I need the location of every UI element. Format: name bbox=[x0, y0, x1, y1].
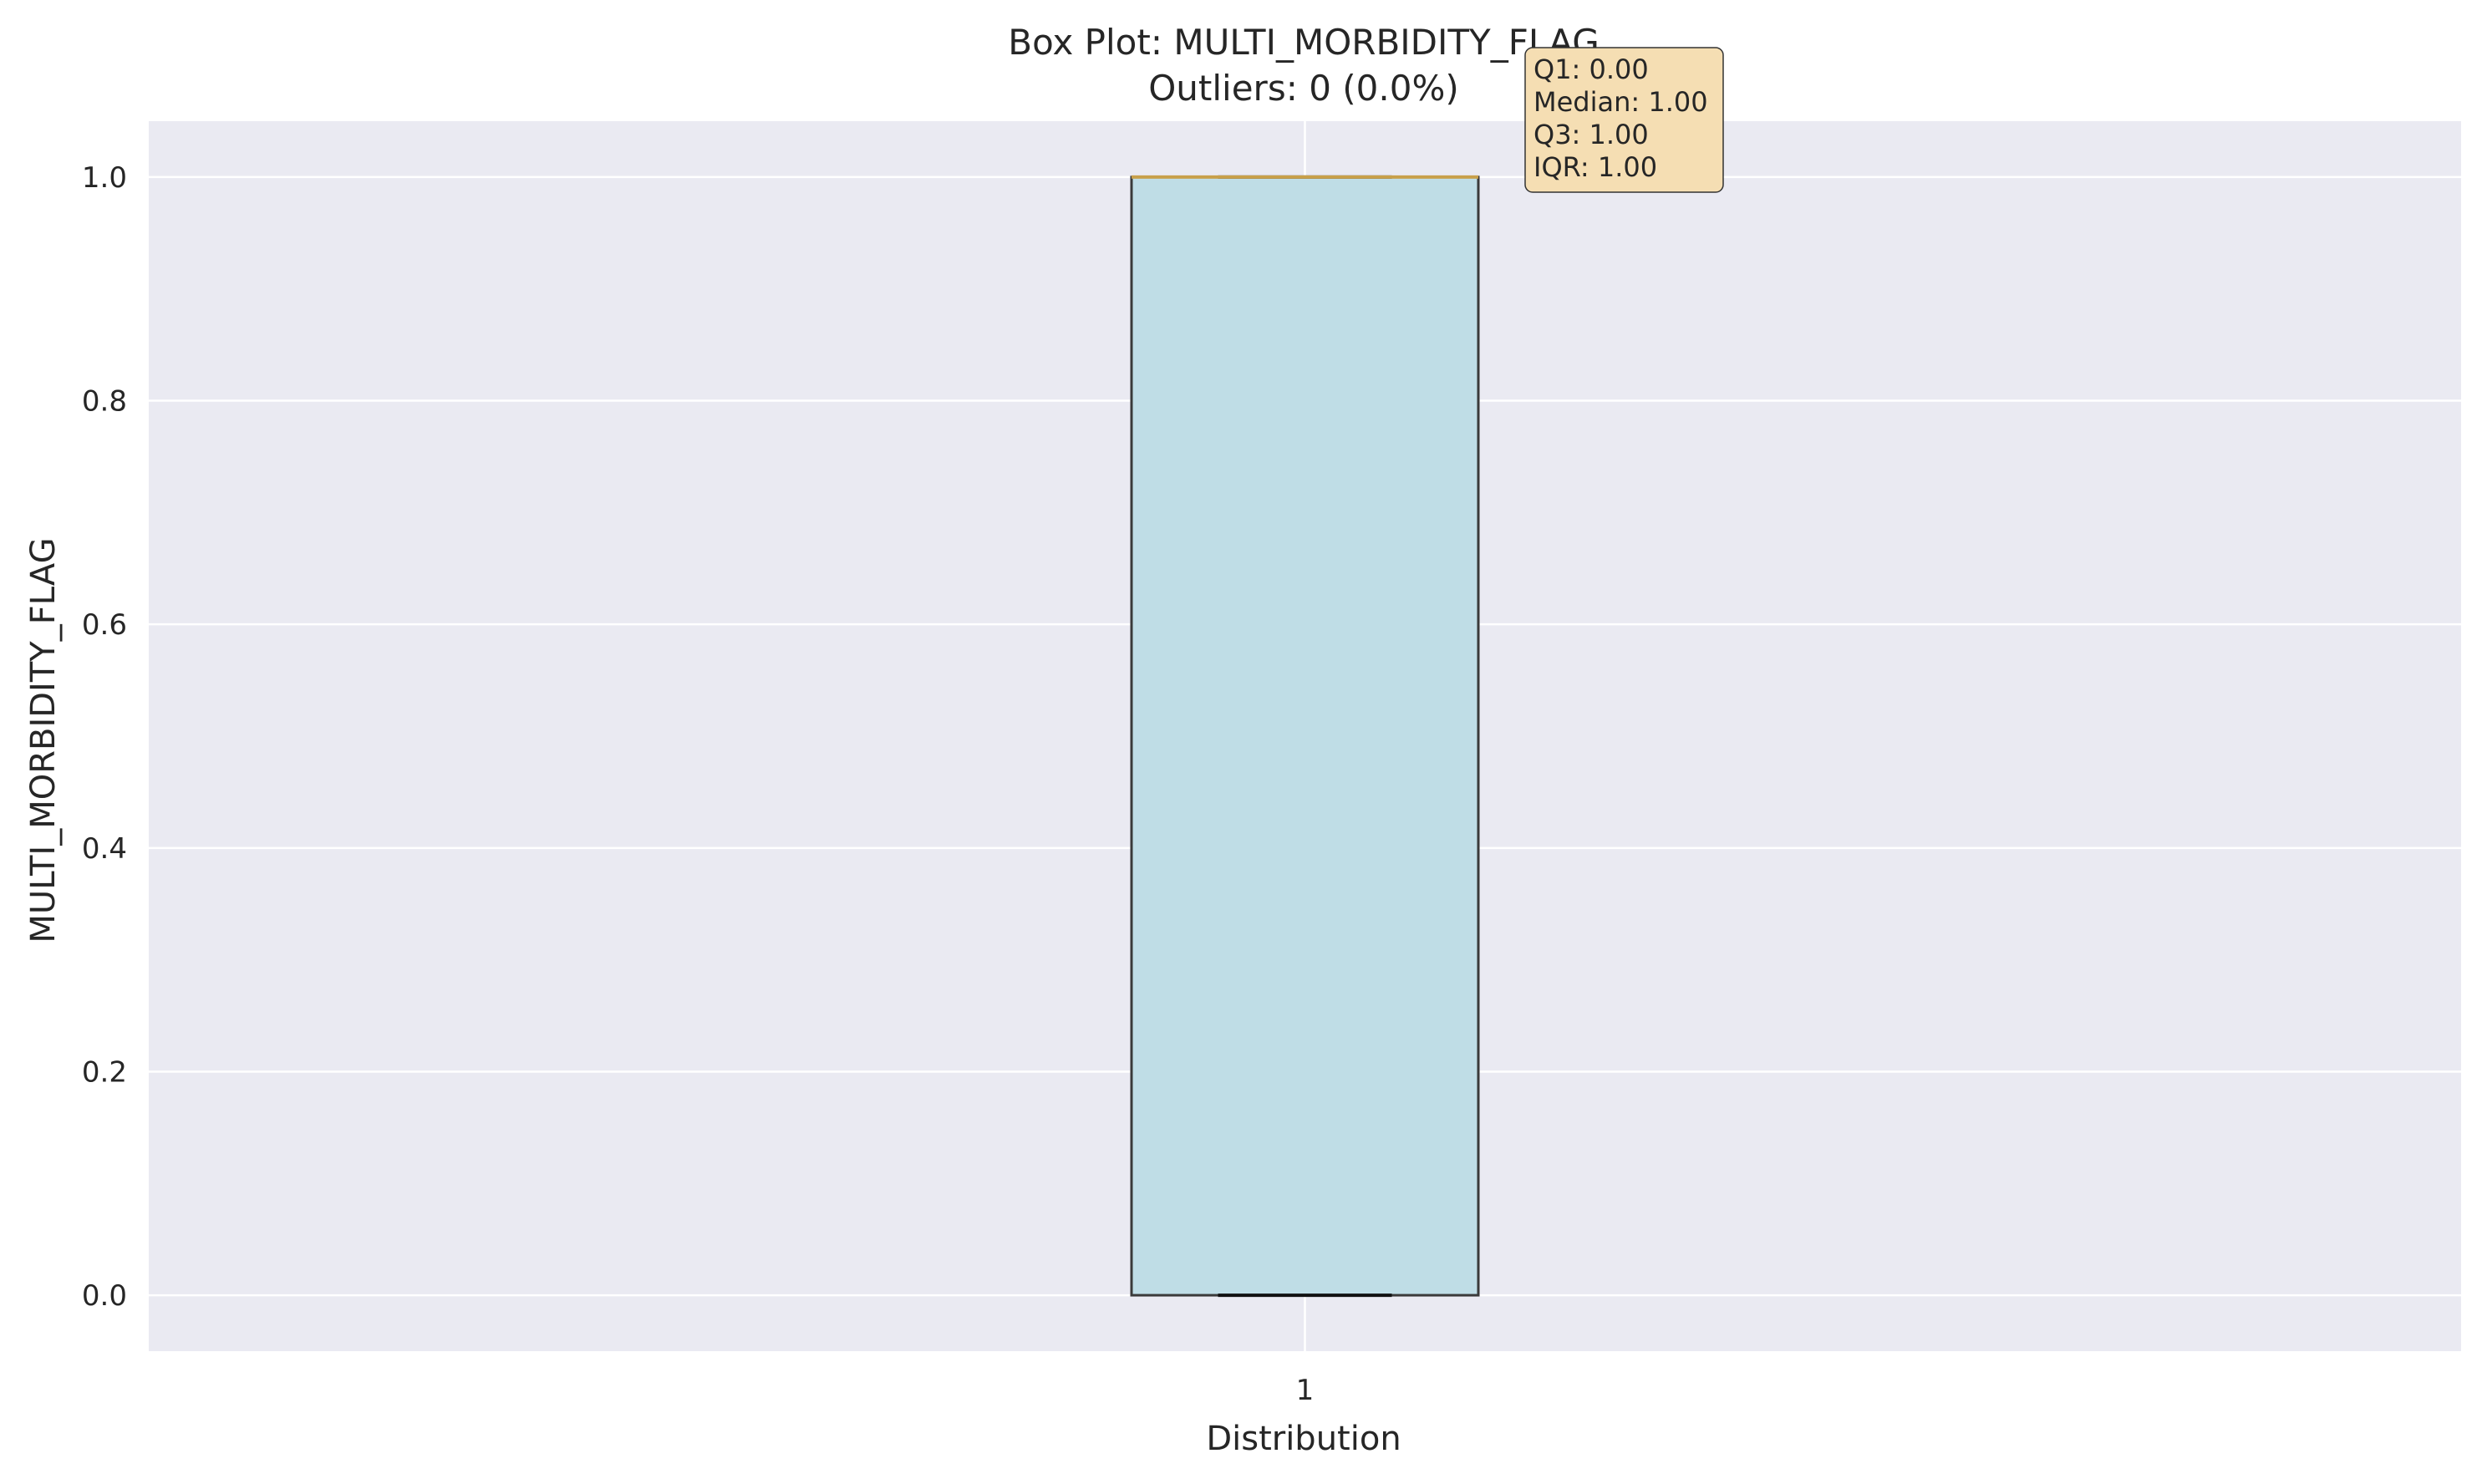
box-iqr bbox=[1130, 175, 1480, 1297]
chart-title: Box Plot: MULTI_MORBIDITY_FLAG bbox=[1008, 22, 1600, 63]
box-layer bbox=[1130, 175, 1480, 1298]
y-tick-label: 0.2 bbox=[82, 1055, 127, 1089]
y-tick-label: 0.6 bbox=[82, 608, 127, 642]
x-axis-ticks: 1 bbox=[1296, 1374, 1315, 1407]
x-tick-label: 1 bbox=[1296, 1374, 1315, 1407]
stats-line: Median: 1.00 bbox=[1533, 86, 1708, 118]
y-axis-label: MULTI_MORBIDITY_FLAG bbox=[24, 537, 63, 943]
y-axis-ticks: 0.0 0.2 0.4 0.6 0.8 1.0 bbox=[82, 161, 127, 1313]
stats-box bbox=[1524, 47, 1724, 193]
stats-line: Q1: 0.00 bbox=[1533, 53, 1649, 85]
stats-line: IQR: 1.00 bbox=[1533, 151, 1657, 183]
chart-subtitle: Outliers: 0 (0.0%) bbox=[1148, 68, 1459, 109]
y-tick-label: 0.4 bbox=[82, 832, 127, 866]
y-tick-label: 0.0 bbox=[82, 1279, 127, 1313]
x-axis-label: Distribution bbox=[1206, 1420, 1401, 1458]
y-tick-label: 1.0 bbox=[82, 161, 127, 195]
y-tick-label: 0.8 bbox=[82, 385, 127, 419]
stats-line: Q3: 1.00 bbox=[1533, 119, 1649, 150]
